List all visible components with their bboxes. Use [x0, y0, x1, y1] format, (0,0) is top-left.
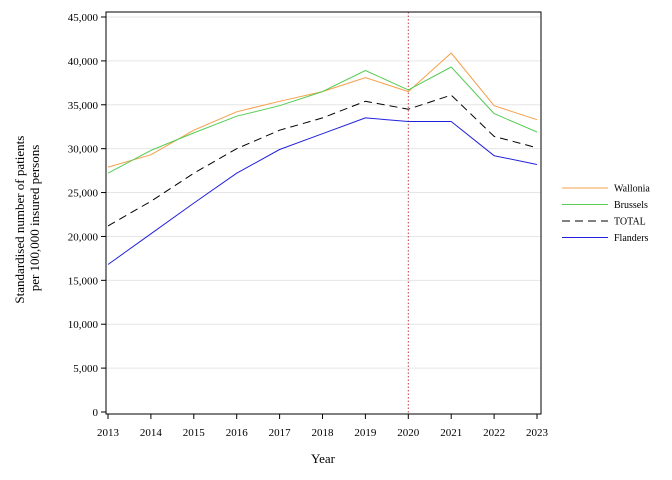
x-tick-label: 2020	[397, 427, 420, 439]
y-axis: 0 5,000 10,000 15,000 20,000 25,000 30,000 35,0…	[68, 12, 106, 419]
legend-label-flanders: Flanders	[614, 233, 649, 244]
x-tick-label: 2017	[269, 427, 292, 439]
y-axis-title-line-2: per 100,000 insured persons	[27, 145, 42, 292]
y-tick-label: 25,000	[68, 188, 99, 200]
legend-label-total: TOTAL	[614, 217, 646, 228]
series-lines	[107, 52, 538, 265]
y-tick-label: 15,000	[68, 275, 99, 287]
y-axis-title-line-1: Standardised number of patients	[12, 136, 27, 304]
x-tick-label: 2022	[483, 427, 505, 439]
x-axis-title: Year	[311, 451, 336, 466]
legend: Wallonia Brussels TOTAL Flanders	[562, 184, 650, 244]
y-tick-label: 45,000	[68, 12, 99, 24]
y-tick-label: 30,000	[68, 144, 99, 156]
y-tick-label: 20,000	[68, 231, 99, 243]
series-line-brussels	[107, 66, 538, 174]
series-line-wallonia	[107, 52, 538, 168]
y-tick-label: 0	[93, 407, 99, 419]
x-axis: 2013 2014 2015 2016 2017 2018 2019 2020 2021 2022…	[97, 414, 549, 439]
gridlines	[106, 16, 541, 369]
x-tick-label: 2021	[440, 427, 462, 439]
y-tick-label: 5,000	[73, 363, 98, 375]
legend-label-brussels: Brussels	[614, 200, 648, 211]
x-tick-label: 2015	[183, 427, 206, 439]
x-tick-label: 2014	[140, 427, 163, 439]
x-tick-label: 2013	[97, 427, 120, 439]
y-tick-label: 10,000	[68, 319, 99, 331]
x-tick-label: 2016	[226, 427, 249, 439]
series-line-total	[107, 94, 538, 227]
x-tick-label: 2019	[354, 427, 377, 439]
legend-label-wallonia: Wallonia	[614, 184, 650, 195]
y-axis-title: Standardised number of patients per 100,…	[12, 132, 42, 303]
series-line-flanders	[107, 117, 538, 265]
y-tick-label: 40,000	[68, 56, 99, 68]
y-tick-label: 35,000	[68, 100, 99, 112]
x-tick-label: 2023	[526, 427, 549, 439]
x-tick-label: 2018	[312, 427, 335, 439]
plot-area-frame	[105, 11, 542, 415]
